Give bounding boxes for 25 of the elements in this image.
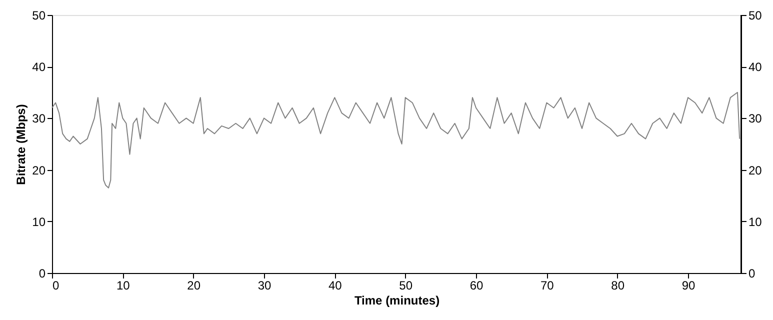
x-tick-label: 50 [399, 278, 413, 292]
y2-tick-label: 30 [748, 112, 762, 126]
y-tick-label: 0 [38, 266, 46, 280]
y2-tick-label: 20 [748, 163, 762, 178]
y-tick-label: 40 [32, 60, 46, 74]
y2-tick-label: 50 [748, 8, 762, 22]
y-tick-label: 50 [32, 8, 46, 22]
y-tick-label: 10 [32, 214, 46, 229]
x-axis-title: Time (minutes) [354, 294, 440, 308]
line-series [52, 92, 740, 188]
y2-tick-label: 0 [748, 266, 756, 280]
y-axis-title: Bitrate (Mbps) [14, 104, 28, 185]
x-tick-label: 30 [258, 278, 272, 292]
x-tick-label: 70 [540, 278, 554, 292]
x-tick-label: 10 [116, 278, 130, 292]
y2-tick-label: 10 [748, 214, 762, 229]
y-tick-label: 20 [32, 163, 46, 178]
x-tick-label: 80 [611, 278, 625, 292]
y-tick-label: 30 [32, 112, 46, 126]
y2-tick-label: 40 [748, 60, 762, 74]
x-tick-label: 40 [328, 278, 342, 292]
x-tick-label: 0 [52, 278, 60, 292]
x-tick-label: 20 [187, 278, 201, 292]
x-tick-label: 90 [682, 278, 696, 292]
x-tick-label: 60 [470, 278, 484, 292]
